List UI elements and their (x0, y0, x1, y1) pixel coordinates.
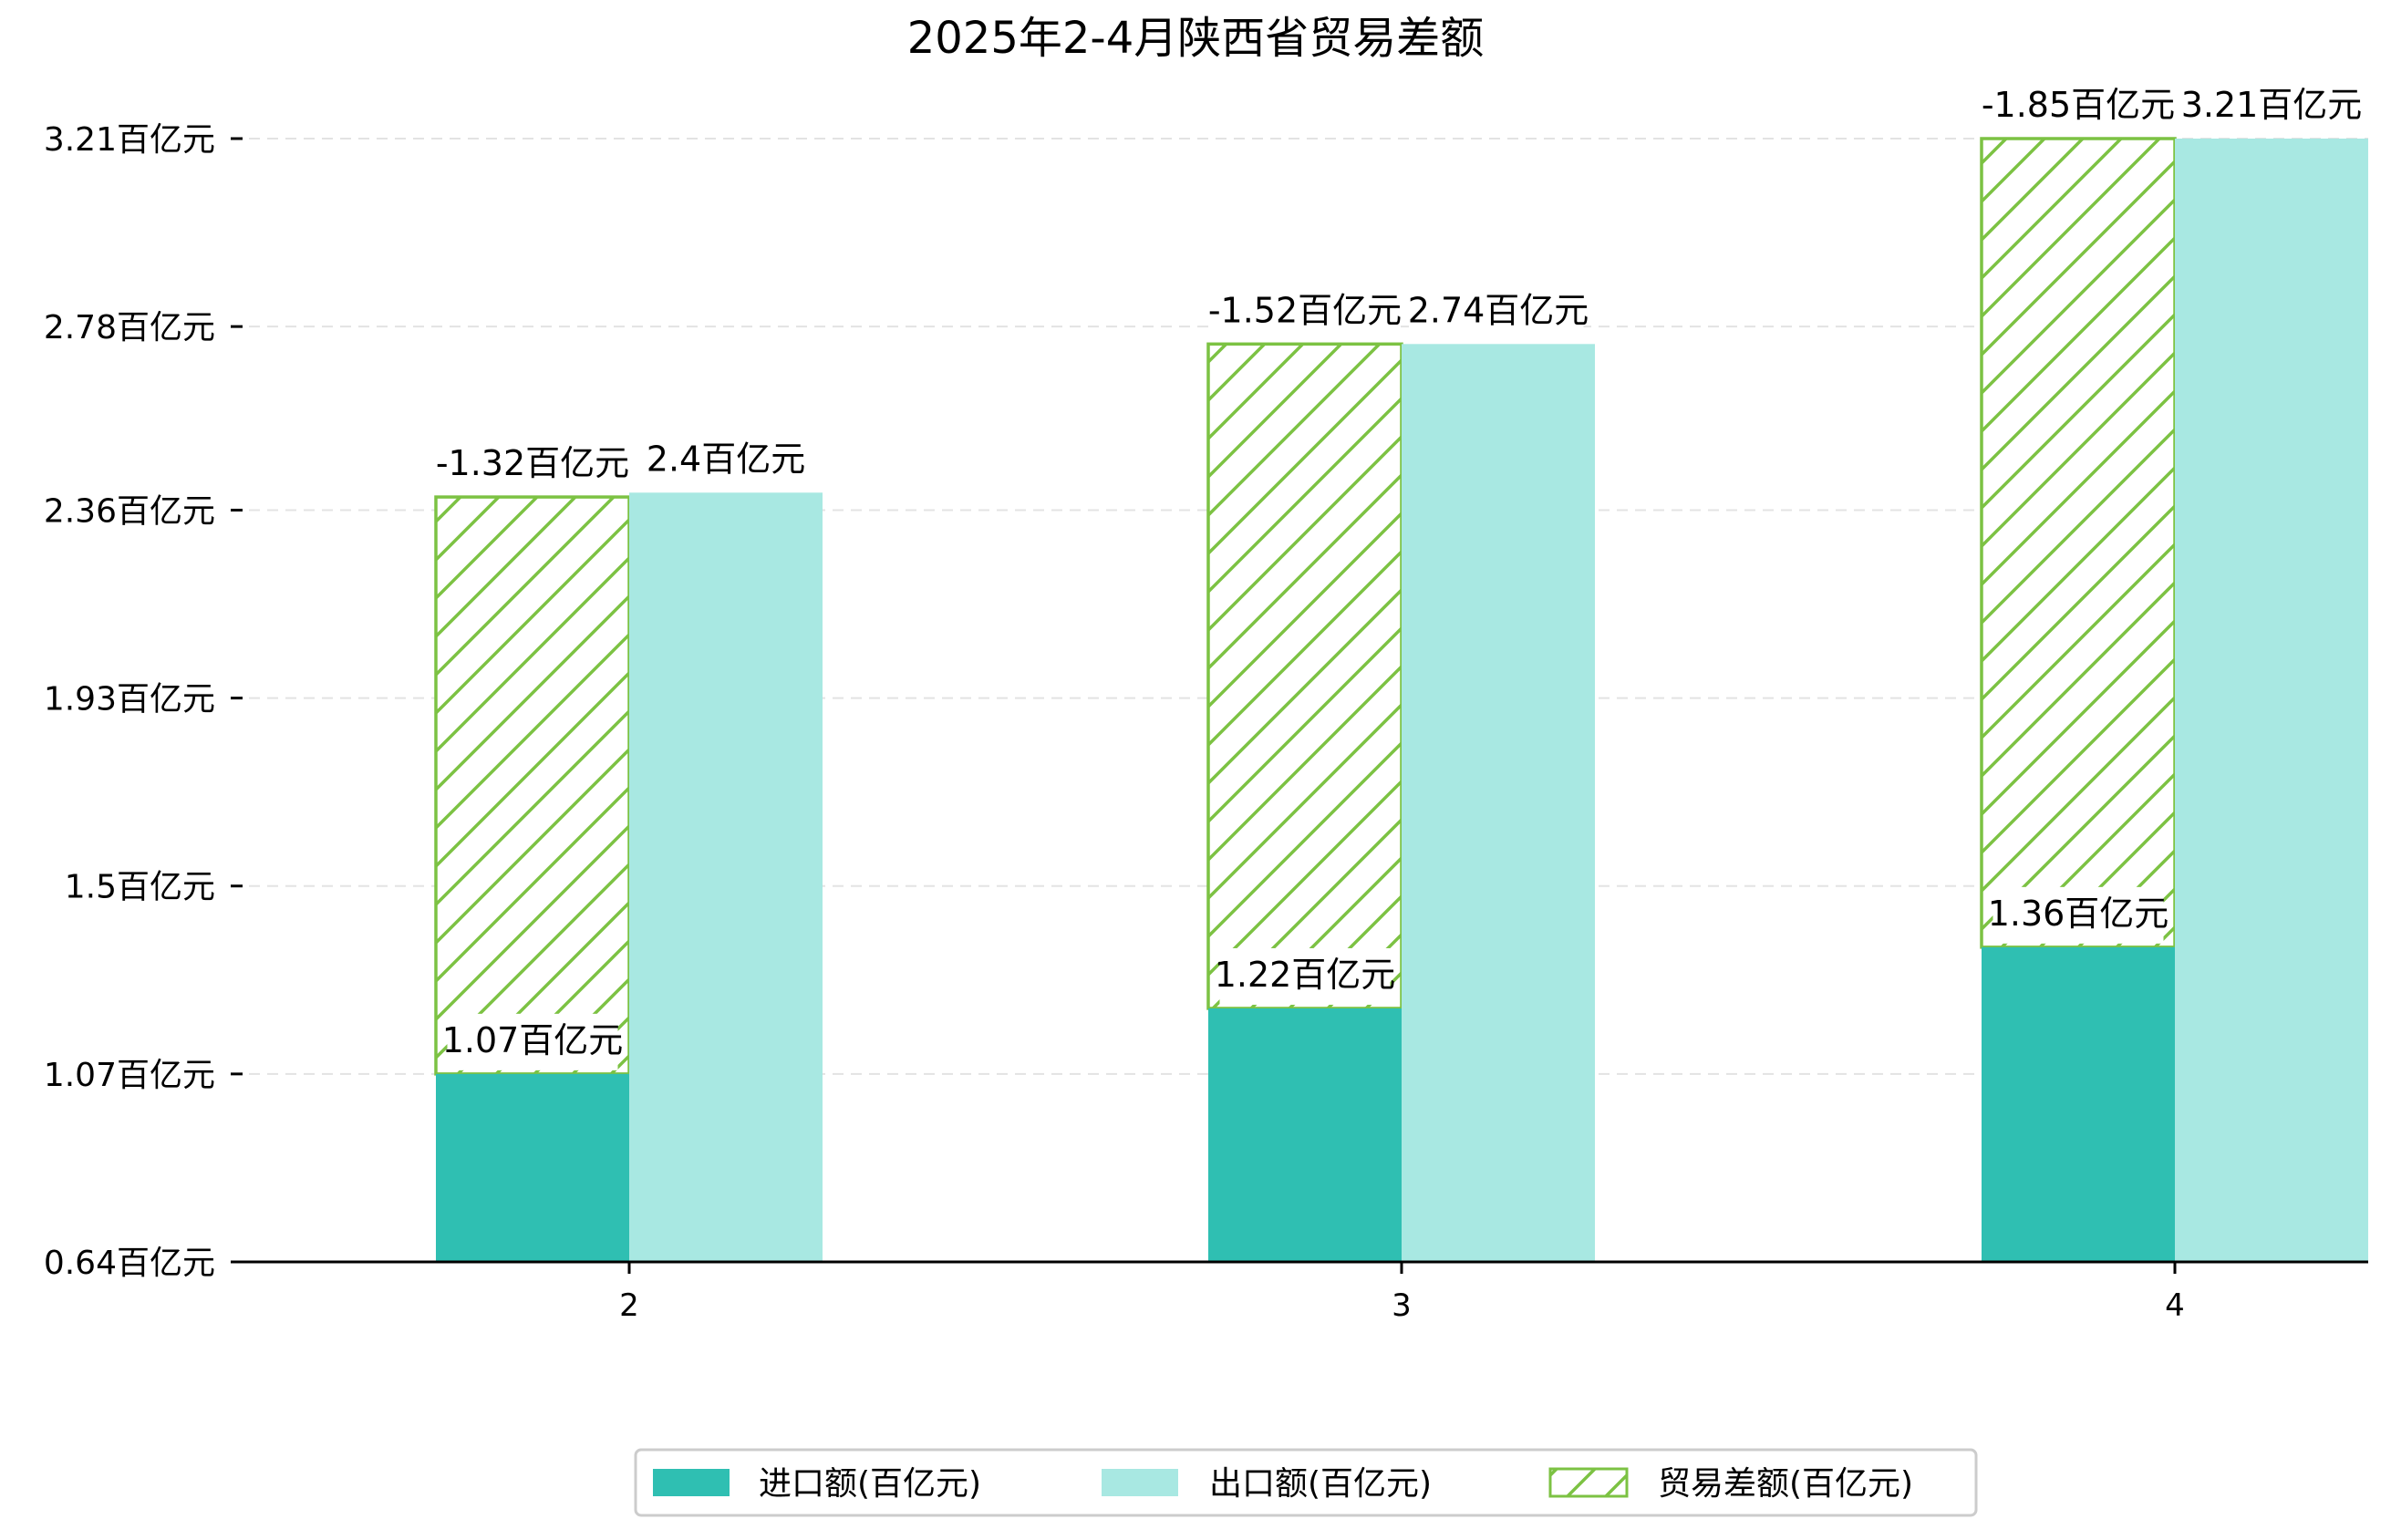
y-tick-label: 3.21百亿元 (44, 121, 215, 159)
bar-value-label: 1.07百亿元 (442, 1020, 624, 1060)
y-tick-label: 2.78百亿元 (44, 309, 215, 346)
trade-balance-bar (1206, 342, 1403, 1010)
legend-box (634, 1448, 1978, 1517)
y-tick-label: 1.93百亿元 (44, 681, 215, 718)
legend: 进口额(百亿元) 出口额(百亿元) 贸易差额(百亿元) (634, 1448, 1978, 1517)
legend-label-import: 进口额(百亿元) (759, 1465, 981, 1503)
bar-label-background (1413, 284, 1584, 341)
bar-value-label: -1.32百亿元 (436, 443, 629, 483)
bar-value-label: 1.36百亿元 (1988, 894, 2169, 934)
legend-label-balance: 贸易差额(百亿元) (1658, 1465, 1913, 1503)
export-bar (629, 492, 823, 1262)
bar-label-background (437, 437, 628, 494)
bar-value-label: -1.52百亿元 (1208, 290, 1402, 330)
bar-label-background (1982, 78, 2174, 135)
x-axis: 2 3 4 (619, 1262, 2185, 1324)
legend-swatch-import (653, 1469, 730, 1496)
bar-labels: 2.4百亿元 -1.32百亿元 1.07百亿元 2.74百亿元-1.52百亿元 1.22… (436, 78, 2362, 1070)
import-bar (1208, 1008, 1402, 1262)
x-tick-label: 4 (2165, 1287, 2185, 1324)
bar-label-background (1992, 886, 2164, 944)
y-tick-label: 2.36百亿元 (44, 492, 215, 530)
bar-value-label: 2.4百亿元 (647, 439, 805, 479)
bar-label-background (1219, 947, 1391, 1005)
bar-value-label: 1.22百亿元 (1215, 955, 1396, 995)
x-tick-label: 2 (619, 1287, 639, 1324)
bar-label-background (447, 1013, 618, 1070)
chart-title: 2025年2-4月陕西省贸易差额 (907, 13, 1485, 64)
export-bar (2175, 139, 2368, 1262)
bars (434, 137, 2368, 1263)
legend-swatch-export (1102, 1469, 1178, 1496)
legend-label-export: 出口额(百亿元) (1209, 1465, 1432, 1503)
bar-label-background (651, 432, 801, 490)
import-bar (1982, 946, 2175, 1262)
import-bar (436, 1073, 629, 1262)
bar-value-label: -1.85百亿元 (1982, 85, 2175, 125)
y-tick-label: 1.5百亿元 (65, 869, 215, 906)
bar-label-background (2186, 78, 2357, 135)
export-bar (1402, 344, 1595, 1263)
x-tick-label: 3 (1392, 1287, 1412, 1324)
legend-swatch-balance (1548, 1467, 1629, 1498)
bar-value-label: 3.21百亿元 (2181, 85, 2363, 125)
y-tick-label: 0.64百亿元 (44, 1245, 215, 1282)
trade-balance-bar (1980, 137, 2177, 949)
trade-balance-bar (434, 495, 631, 1076)
y-tick-label: 1.07百亿元 (44, 1057, 215, 1094)
bar-value-label: 2.74百亿元 (1408, 290, 1589, 330)
bar-label-background (1209, 284, 1401, 341)
y-axis: 0.64百亿元 1.07百亿元 1.5百亿元 1.93百亿元 2.36百亿元 2.78百亿… (44, 121, 243, 1282)
